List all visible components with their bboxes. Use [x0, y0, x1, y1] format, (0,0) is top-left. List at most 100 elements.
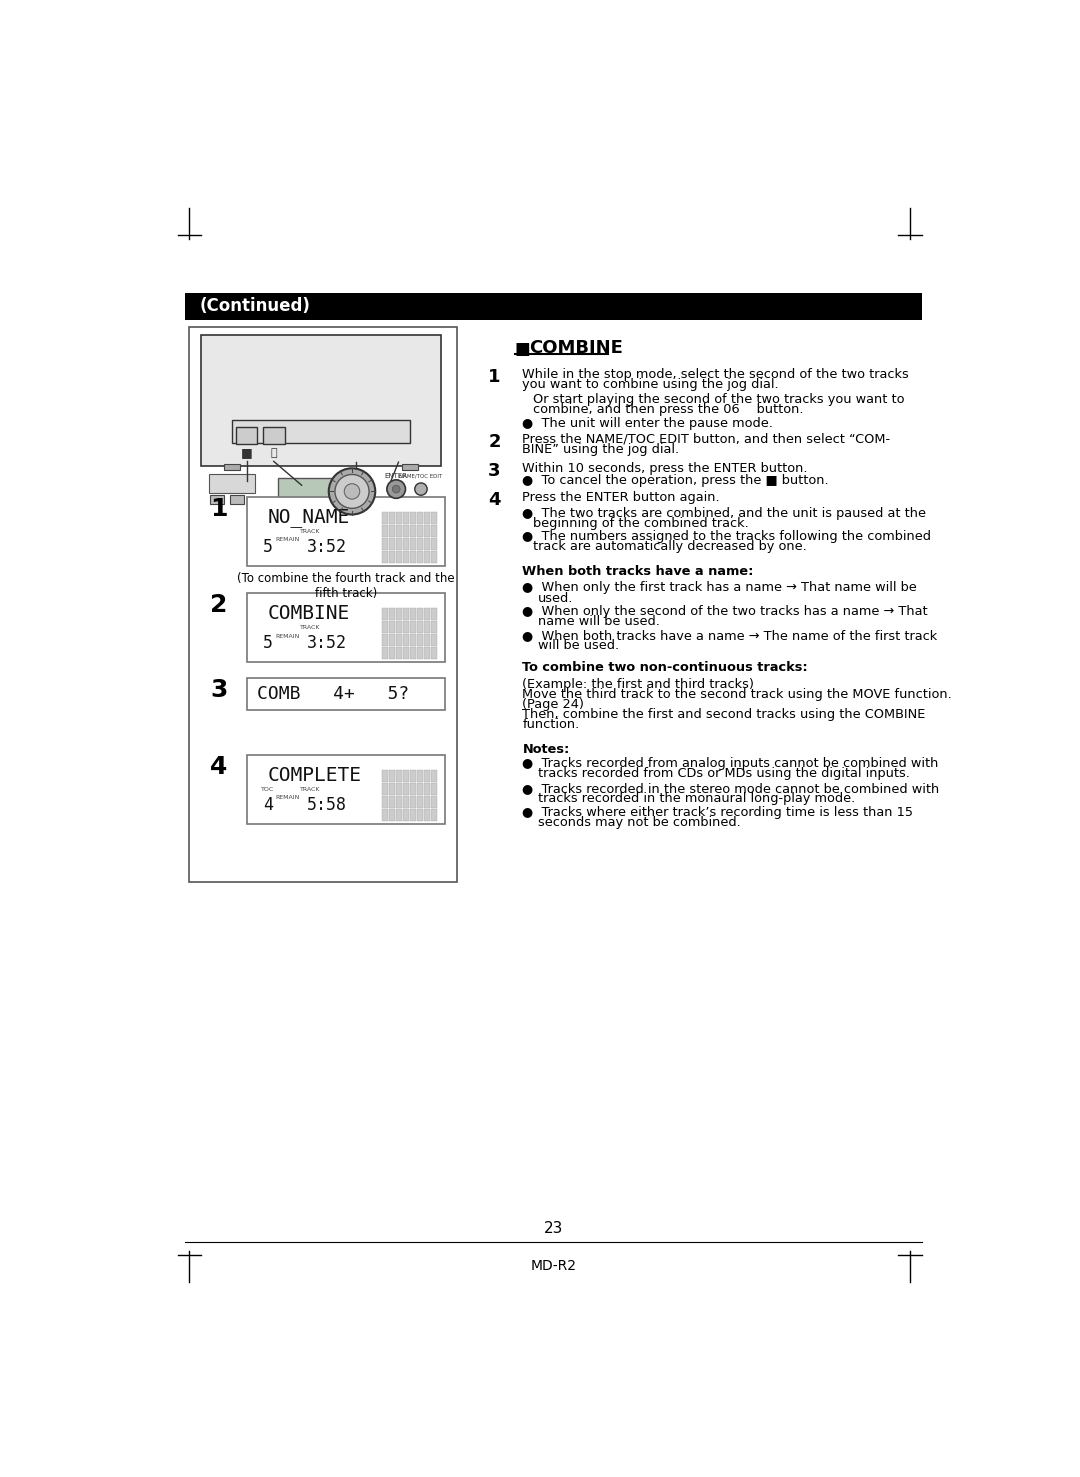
Text: ●  Tracks where either track’s recording time is less than 15: ● Tracks where either track’s recording … [523, 806, 914, 820]
Bar [409, 620, 416, 632]
Text: ●  When only the first track has a name → That name will be: ● When only the first track has a name →… [523, 582, 917, 594]
Text: 5: 5 [264, 538, 273, 555]
Bar [431, 634, 436, 645]
Bar [382, 620, 388, 632]
Bar [211, 495, 225, 505]
Text: you want to combine using the jog dial.: you want to combine using the jog dial. [523, 378, 779, 391]
Text: MD-R2: MD-R2 [530, 1258, 577, 1273]
Bar [431, 808, 436, 821]
Text: function.: function. [523, 718, 580, 731]
Text: TOC: TOC [260, 787, 273, 792]
Text: 4: 4 [488, 492, 501, 510]
Text: TRACK: TRACK [300, 625, 321, 631]
Circle shape [345, 483, 360, 499]
Text: beginning of the combined track.: beginning of the combined track. [534, 517, 750, 530]
Bar [382, 783, 388, 795]
Bar [396, 808, 402, 821]
Bar [431, 511, 436, 524]
Bar [403, 634, 409, 645]
Bar [382, 634, 388, 645]
Circle shape [392, 486, 400, 493]
Bar [417, 808, 422, 821]
Bar [409, 609, 416, 620]
Bar [389, 796, 395, 808]
Text: NO_NAME: NO_NAME [267, 508, 350, 527]
Text: ●  The numbers assigned to the tracks following the combined: ● The numbers assigned to the tracks fol… [523, 530, 931, 544]
Bar [403, 620, 409, 632]
Bar [431, 551, 436, 563]
Bar [423, 770, 430, 781]
Bar [389, 609, 395, 620]
Bar [423, 634, 430, 645]
Text: will be used.: will be used. [538, 640, 619, 653]
Text: ●  When both tracks have a name → The name of the first track: ● When both tracks have a name → The nam… [523, 629, 937, 642]
Text: 3:52: 3:52 [307, 634, 347, 651]
Bar [389, 524, 395, 536]
Bar [423, 783, 430, 795]
Bar [186, 292, 921, 319]
Text: 5: 5 [264, 634, 273, 651]
Bar [409, 796, 416, 808]
Bar [389, 783, 395, 795]
Bar [409, 808, 416, 821]
Text: TRACK: TRACK [300, 529, 321, 535]
Bar [389, 647, 395, 659]
Bar [382, 551, 388, 563]
Text: COMPLETE: COMPLETE [267, 767, 361, 786]
Bar [396, 511, 402, 524]
Text: seconds may not be combined.: seconds may not be combined. [538, 817, 741, 830]
Text: 2: 2 [210, 594, 228, 617]
Bar [389, 770, 395, 781]
Text: 2: 2 [488, 433, 501, 450]
Bar [201, 335, 441, 465]
Bar [389, 538, 395, 549]
Bar [431, 770, 436, 781]
Text: Within 10 seconds, press the ENTER button.: Within 10 seconds, press the ENTER butto… [523, 462, 808, 476]
Bar [417, 647, 422, 659]
Bar [403, 538, 409, 549]
Bar [389, 634, 395, 645]
Text: COMBINE: COMBINE [529, 338, 622, 357]
Bar [235, 427, 257, 445]
Bar [423, 551, 430, 563]
Bar [403, 609, 409, 620]
Bar [417, 783, 422, 795]
Bar [382, 808, 388, 821]
Text: ■: ■ [241, 446, 253, 459]
Text: ●  The two tracks are combined, and the unit is paused at the: ● The two tracks are combined, and the u… [523, 507, 927, 520]
Bar [189, 328, 457, 882]
Text: NAME/TOC EDIT: NAME/TOC EDIT [400, 474, 443, 479]
Text: REMAIN: REMAIN [275, 538, 300, 542]
Bar [389, 511, 395, 524]
Bar [389, 551, 395, 563]
Bar [431, 783, 436, 795]
Circle shape [335, 474, 369, 508]
Text: combine, and then press the 06  button.: combine, and then press the 06 button. [534, 403, 804, 417]
Bar [431, 620, 436, 632]
Text: 4: 4 [210, 755, 228, 778]
Text: Notes:: Notes: [523, 743, 570, 756]
Text: ■: ■ [515, 341, 530, 359]
Bar [417, 551, 422, 563]
Circle shape [387, 480, 405, 498]
Bar [423, 538, 430, 549]
Text: 3: 3 [210, 678, 228, 702]
Bar [417, 524, 422, 536]
Text: BINE” using the jog dial.: BINE” using the jog dial. [523, 443, 679, 456]
Bar [403, 770, 409, 781]
Bar [279, 477, 348, 501]
Bar [396, 609, 402, 620]
Bar [417, 511, 422, 524]
Bar [396, 634, 402, 645]
Bar [417, 620, 422, 632]
Bar [232, 419, 410, 443]
Bar [431, 609, 436, 620]
Text: TRACK: TRACK [300, 787, 321, 792]
Text: (Page 24): (Page 24) [523, 697, 584, 710]
Bar [247, 755, 445, 824]
Bar [431, 647, 436, 659]
Bar [208, 474, 255, 493]
Bar [247, 594, 445, 662]
Text: ⏯: ⏯ [270, 448, 278, 458]
Text: (To combine the fourth track and the
fifth track): (To combine the fourth track and the fif… [237, 572, 455, 600]
